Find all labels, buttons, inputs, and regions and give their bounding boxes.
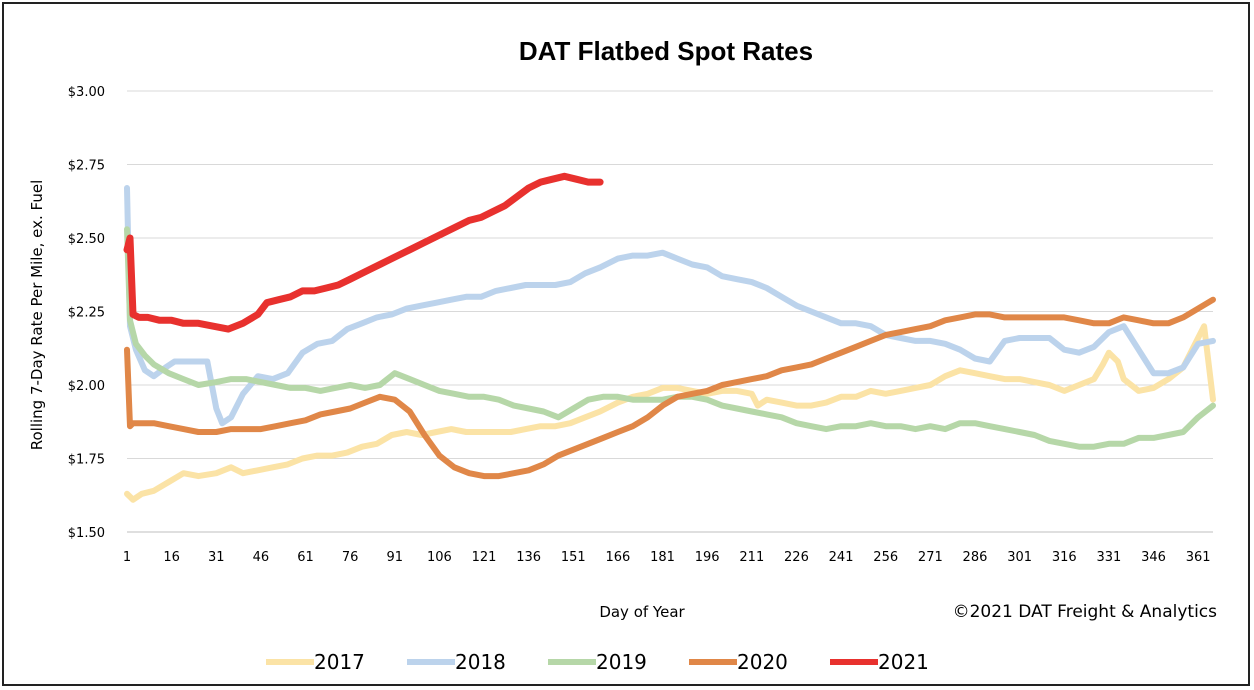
x-tick-label: 271 <box>918 550 943 565</box>
series-line-2017 <box>124 323 1216 503</box>
x-axis-label: Day of Year <box>599 603 685 621</box>
y-tick-label: $2.00 <box>68 379 105 394</box>
x-tick-label: 346 <box>1141 550 1166 565</box>
series-lines <box>123 172 1216 503</box>
x-tick-label: 316 <box>1052 550 1077 565</box>
x-tick-label: 241 <box>829 550 854 565</box>
series-line-2018 <box>124 185 1216 427</box>
copyright-credit: ©2021 DAT Freight & Analytics <box>953 602 1218 622</box>
chart-title: DAT Flatbed Spot Rates <box>519 36 813 66</box>
x-tick-label: 361 <box>1186 550 1211 565</box>
x-tick-label: 286 <box>963 550 988 565</box>
y-tick-label: $2.25 <box>68 306 105 321</box>
x-tick-label: 121 <box>472 550 497 565</box>
x-tick-label: 256 <box>873 550 898 565</box>
x-tick-label: 31 <box>208 550 225 565</box>
x-tick-label: 76 <box>342 550 359 565</box>
x-tick-label: 16 <box>163 550 180 565</box>
y-tick-label: $2.50 <box>68 232 105 247</box>
x-tick-label: 106 <box>427 550 452 565</box>
legend-label-2017: 2017 <box>314 650 365 674</box>
series-line-2021 <box>123 172 604 333</box>
x-tick-label: 301 <box>1007 550 1032 565</box>
x-tick-label: 1 <box>123 550 131 565</box>
x-tick-label: 211 <box>739 550 764 565</box>
y-tick-label: $3.00 <box>68 85 105 100</box>
y-tick-label: $1.75 <box>68 453 105 468</box>
legend: 2017 2018 2019 2020 2021 <box>266 650 929 674</box>
x-tick-label: 46 <box>253 550 270 565</box>
series-line-2019 <box>124 226 1216 450</box>
legend-label-2018: 2018 <box>455 650 506 674</box>
x-tick-label: 226 <box>784 550 809 565</box>
legend-label-2020: 2020 <box>737 650 788 674</box>
legend-label-2021: 2021 <box>878 650 929 674</box>
series-line-2020 <box>124 296 1216 480</box>
y-tick-labels: $1.50 $1.75 $2.00 $2.25 $2.50 $2.75 $3.00 <box>68 85 105 541</box>
x-tick-label: 151 <box>561 550 586 565</box>
x-tick-label: 136 <box>516 550 541 565</box>
y-tick-label: $2.75 <box>68 159 105 174</box>
x-tick-label: 91 <box>387 550 404 565</box>
x-tick-label: 196 <box>695 550 720 565</box>
x-tick-label: 331 <box>1096 550 1121 565</box>
x-tick-label: 181 <box>650 550 675 565</box>
legend-label-2019: 2019 <box>596 650 647 674</box>
x-tick-label: 166 <box>606 550 631 565</box>
x-tick-label: 61 <box>297 550 314 565</box>
x-tick-labels: 1 16 31 46 61 76 91 106 121 136 151 166 181 196 211 226… <box>123 550 1211 565</box>
y-axis-label: Rolling 7-Day Rate Per Mile, ex. Fuel <box>28 180 46 451</box>
y-tick-label: $1.50 <box>68 526 105 541</box>
